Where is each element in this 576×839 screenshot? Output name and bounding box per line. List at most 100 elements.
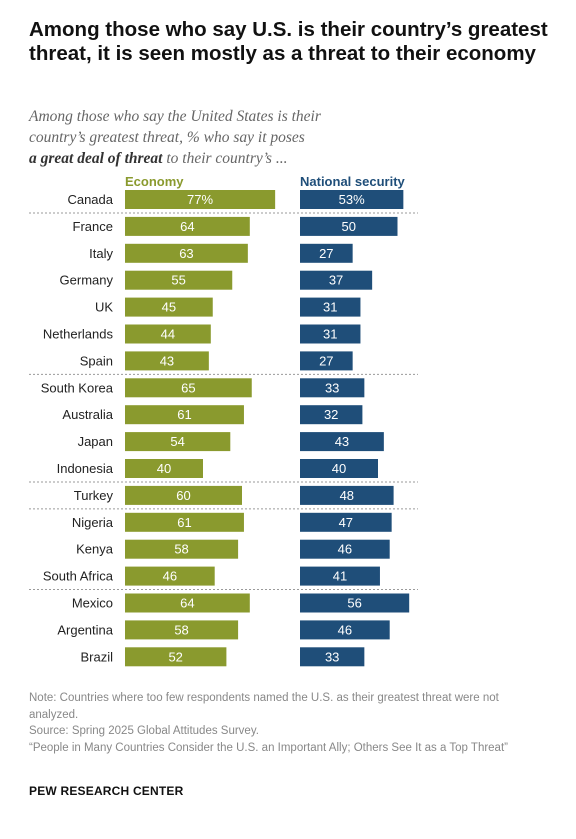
security-value-netherlands: 31 [323, 327, 337, 342]
economy-bar-mexico [125, 593, 250, 613]
economy-value-mexico: 64 [180, 596, 194, 611]
security-bar-australia [300, 405, 363, 425]
economy-value-canada: 77% [187, 192, 213, 207]
security-value-spain: 27 [319, 353, 333, 368]
economy-value-south-korea: 65 [181, 380, 195, 395]
security-value-turkey: 48 [340, 488, 354, 503]
security-bar-mexico [300, 593, 410, 613]
economy-bar-uk [125, 297, 213, 317]
economy-value-kenya: 58 [174, 542, 188, 557]
country-label-france: France [73, 219, 113, 234]
security-value-south-korea: 33 [325, 380, 339, 395]
economy-value-south-africa: 46 [163, 569, 177, 584]
economy-value-netherlands: 44 [161, 327, 175, 342]
security-value-mexico: 56 [347, 596, 361, 611]
security-bar-south-korea [300, 378, 365, 398]
country-label-south-africa: South Africa [43, 569, 114, 584]
security-bar-japan [300, 432, 384, 452]
security-value-nigeria: 47 [339, 515, 353, 530]
economy-bar-argentina [125, 620, 239, 640]
security-bar-brazil [300, 647, 365, 667]
economy-bar-italy [125, 243, 248, 263]
economy-bar-canada [125, 190, 276, 209]
economy-bar-indonesia [125, 459, 203, 478]
economy-bar-australia [125, 405, 244, 425]
subtitle-line-3-rest: to their country’s ... [162, 150, 288, 167]
economy-bar-south-africa [125, 566, 215, 586]
security-value-japan: 43 [335, 434, 349, 449]
report-title: “People in Many Countries Consider the U… [29, 741, 508, 754]
pew-logo-text: PEW RESEARCH CENTER [29, 784, 184, 798]
country-label-brazil: Brazil [80, 649, 113, 664]
economy-value-brazil: 52 [168, 649, 182, 664]
economy-bar-turkey [125, 485, 242, 505]
economy-value-france: 64 [180, 219, 194, 234]
security-value-germany: 37 [329, 273, 343, 288]
country-label-germany: Germany [60, 273, 114, 288]
security-value-uk: 31 [323, 300, 337, 315]
economy-value-argentina: 58 [174, 622, 188, 637]
country-label-turkey: Turkey [74, 488, 114, 503]
economy-bar-spain [125, 351, 209, 371]
country-label-indonesia: Indonesia [57, 461, 114, 476]
security-bar-kenya [300, 539, 390, 559]
country-label-uk: UK [95, 300, 113, 315]
country-label-kenya: Kenya [76, 542, 114, 557]
country-label-italy: Italy [89, 246, 113, 261]
chart-notes: Note: Countries where too few respondent… [29, 690, 549, 756]
economy-value-italy: 63 [179, 246, 193, 261]
security-bar-italy [300, 243, 353, 263]
economy-bar-france [125, 216, 250, 236]
security-bar-spain [300, 351, 353, 371]
security-bar-turkey [300, 485, 394, 505]
country-label-netherlands: Netherlands [43, 327, 114, 342]
security-bar-uk [300, 297, 361, 317]
security-bar-france [300, 216, 398, 236]
chart-title: Among those who say U.S. is their countr… [29, 18, 548, 65]
country-label-canada: Canada [67, 192, 113, 207]
economy-bar-japan [125, 432, 231, 452]
subtitle-line-1: Among those who say the United States is… [29, 108, 321, 125]
economy-bar-brazil [125, 647, 227, 667]
country-label-argentina: Argentina [57, 622, 113, 637]
security-value-france: 50 [342, 219, 356, 234]
economy-value-germany: 55 [171, 273, 185, 288]
economy-value-nigeria: 61 [177, 515, 191, 530]
economy-value-australia: 61 [177, 407, 191, 422]
security-value-kenya: 46 [338, 542, 352, 557]
chart-subtitle: Among those who say the United States is… [29, 106, 549, 169]
economy-value-japan: 54 [170, 434, 184, 449]
subtitle-line-3: a great deal of threat to their country’… [29, 148, 549, 169]
bar-chart: Economy National security Canada 77% 53% Fran… [29, 174, 418, 667]
subtitle-emphasis: a great deal of threat [29, 150, 163, 167]
security-value-brazil: 33 [325, 649, 339, 664]
legend-national-security: National security [300, 174, 406, 189]
economy-value-spain: 43 [160, 353, 174, 368]
economy-value-indonesia: 40 [157, 461, 171, 476]
economy-value-turkey: 60 [176, 488, 190, 503]
security-bar-argentina [300, 620, 390, 640]
source-text: Source: Spring 2025 Global Attitudes Sur… [29, 725, 259, 737]
subtitle-line-2: country’s greatest threat, % who say it … [29, 129, 305, 146]
security-bar-south-africa [300, 566, 380, 586]
country-label-mexico: Mexico [72, 596, 113, 611]
legend-economy: Economy [125, 174, 184, 189]
country-label-japan: Japan [78, 434, 113, 449]
security-value-indonesia: 40 [332, 461, 346, 476]
security-value-canada: 53% [339, 192, 365, 207]
economy-value-uk: 45 [162, 300, 176, 315]
country-label-nigeria: Nigeria [72, 515, 114, 530]
security-value-south-africa: 41 [333, 569, 347, 584]
economy-bar-nigeria [125, 512, 244, 532]
economy-bar-south-korea [125, 378, 252, 398]
security-bar-germany [300, 270, 373, 290]
economy-bar-netherlands [125, 324, 211, 344]
security-value-australia: 32 [324, 407, 338, 422]
country-label-spain: Spain [80, 353, 113, 368]
economy-bar-germany [125, 270, 233, 290]
security-bar-nigeria [300, 512, 392, 532]
security-value-argentina: 46 [338, 622, 352, 637]
security-bar-netherlands [300, 324, 361, 344]
security-value-italy: 27 [319, 246, 333, 261]
country-label-south-korea: South Korea [41, 380, 114, 395]
